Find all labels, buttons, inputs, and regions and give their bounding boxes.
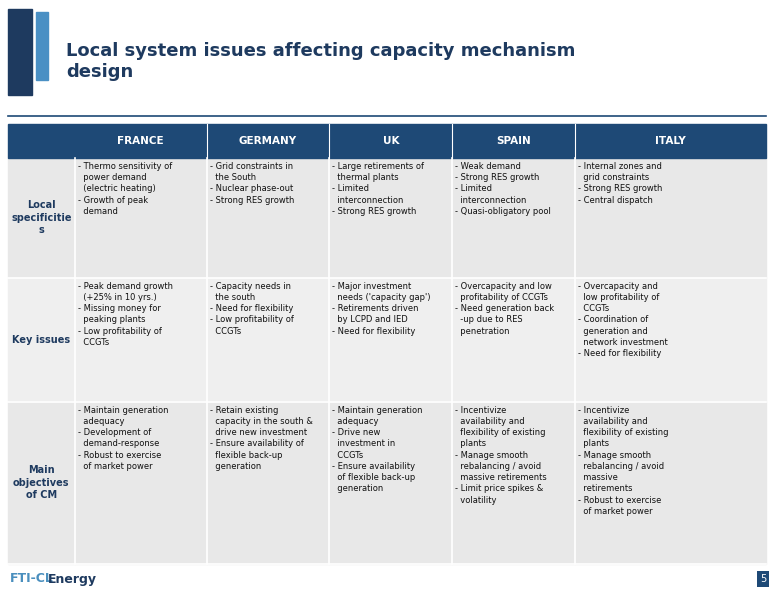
Text: SPAIN: SPAIN	[496, 136, 531, 146]
Bar	[452, 158, 575, 278]
Bar	[8, 402, 75, 564]
Text: - Internal zones and
  grid constraints
- Strong RES growth
- Central dispatch: - Internal zones and grid constraints - …	[578, 162, 663, 205]
Text: ITALY: ITALY	[655, 136, 686, 146]
Text: - Major investment
  needs ('capacity gap')
- Retirements driven
  by LCPD and I: - Major investment needs ('capacity gap'…	[332, 282, 431, 336]
Bar	[452, 402, 575, 564]
Bar	[36, 12, 48, 80]
Text: FTI-CL: FTI-CL	[10, 573, 54, 586]
Bar	[8, 278, 75, 402]
Text: - Capacity needs in
  the south
- Need for flexibility
- Low profitability of
  : - Capacity needs in the south - Need for…	[210, 282, 293, 336]
Text: - Thermo sensitivity of
  power demand
  (electric heating)
- Growth of peak
  d: - Thermo sensitivity of power demand (el…	[77, 162, 172, 216]
Text: Energy: Energy	[48, 573, 97, 586]
Text: 5: 5	[760, 574, 766, 584]
Text: Key issues: Key issues	[12, 334, 70, 345]
Bar	[575, 278, 766, 402]
Bar	[330, 402, 452, 564]
Text: Local system issues affecting capacity mechanism
design: Local system issues affecting capacity m…	[66, 42, 575, 81]
Bar	[330, 158, 452, 278]
Text: - Retain existing
  capacity in the south &
  drive new investment
- Ensure avai: - Retain existing capacity in the south …	[210, 406, 313, 471]
Text: - Overcapacity and
  low profitability of
  CCGTs
- Coordination of
  generation: - Overcapacity and low profitability of …	[578, 282, 668, 358]
Text: - Maintain generation
  adequacy
- Drive new
  investment in
  CCGTs
- Ensure av: - Maintain generation adequacy - Drive n…	[332, 406, 423, 493]
Bar	[75, 278, 207, 402]
Bar	[75, 402, 207, 564]
Bar	[8, 124, 766, 158]
Text: - Incentivize
  availability and
  flexibility of existing
  plants
- Manage smo: - Incentivize availability and flexibili…	[455, 406, 547, 504]
Bar	[207, 402, 330, 564]
Bar	[452, 278, 575, 402]
Text: - Peak demand growth
  (+25% in 10 yrs.)
- Missing money for
  peaking plants
- : - Peak demand growth (+25% in 10 yrs.) -…	[77, 282, 173, 347]
Bar	[8, 9, 32, 95]
Bar	[207, 158, 330, 278]
Bar	[207, 278, 330, 402]
Text: - Weak demand
- Strong RES growth
- Limited
  interconnection
- Quasi-obligatory: - Weak demand - Strong RES growth - Limi…	[455, 162, 551, 216]
Text: - Maintain generation
  adequacy
- Development of
  demand-response
- Robust to : - Maintain generation adequacy - Develop…	[77, 406, 168, 471]
Text: - Grid constraints in
  the South
- Nuclear phase-out
- Strong RES growth: - Grid constraints in the South - Nuclea…	[210, 162, 294, 205]
Text: UK: UK	[382, 136, 399, 146]
Text: - Incentivize
  availability and
  flexibility of existing
  plants
- Manage smo: - Incentivize availability and flexibili…	[578, 406, 669, 516]
Text: Local
specificitie
s: Local specificitie s	[11, 201, 72, 235]
Text: - Large retirements of
  thermal plants
- Limited
  interconnection
- Strong RES: - Large retirements of thermal plants - …	[332, 162, 424, 216]
Bar	[8, 158, 75, 278]
Bar	[575, 402, 766, 564]
Bar	[75, 158, 207, 278]
Text: Main
objectives
of CM: Main objectives of CM	[13, 466, 70, 500]
Text: GERMANY: GERMANY	[239, 136, 297, 146]
Text: FRANCE: FRANCE	[118, 136, 164, 146]
Text: - Overcapacity and low
  profitability of CCGTs
- Need generation back
  -up due: - Overcapacity and low profitability of …	[455, 282, 554, 336]
Bar	[575, 158, 766, 278]
Bar	[330, 278, 452, 402]
